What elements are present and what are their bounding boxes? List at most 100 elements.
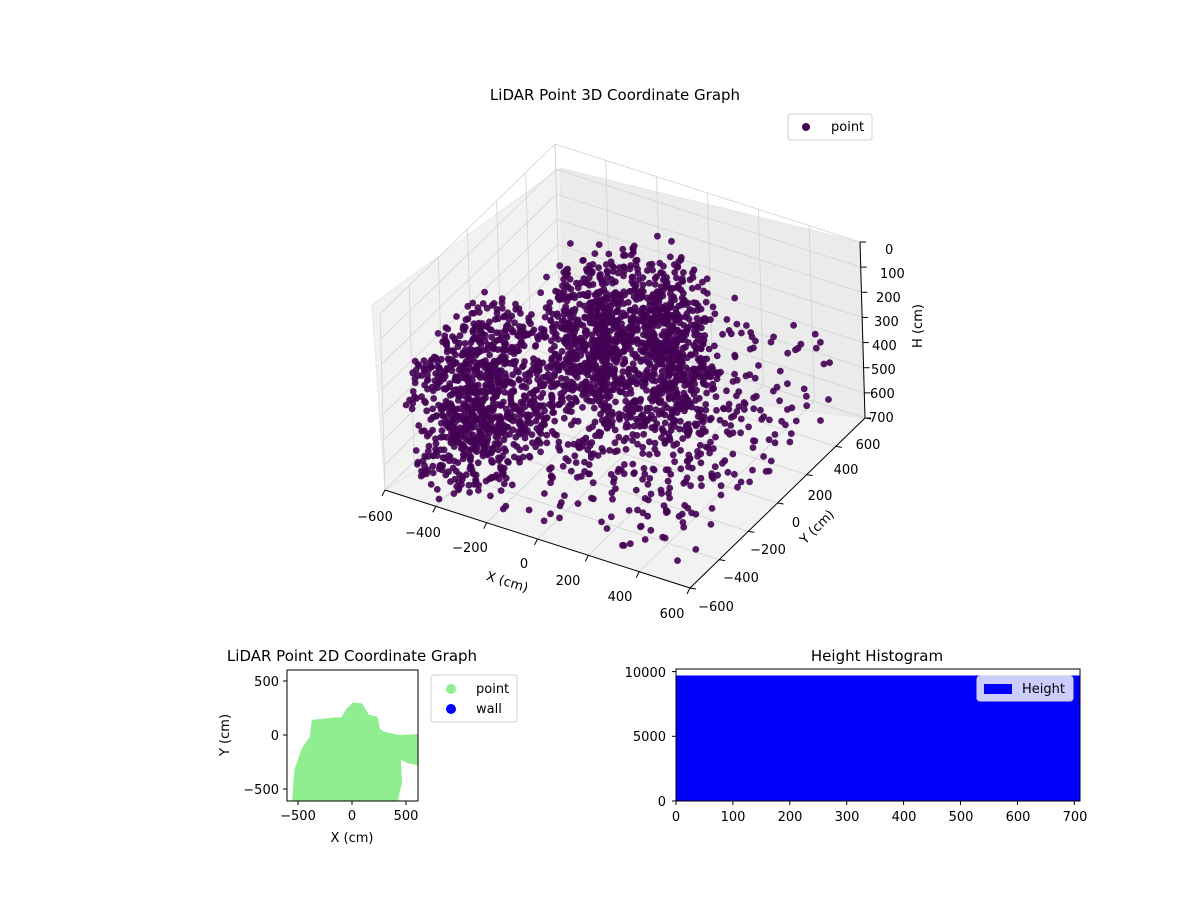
scatter-3d-point	[803, 392, 810, 400]
scatter-3d-point	[587, 312, 594, 319]
scatter-3d-point	[459, 455, 467, 463]
scatter-3d-point	[695, 394, 703, 402]
scatter-3d-point	[721, 457, 729, 465]
scatter-3d-point	[590, 357, 598, 364]
scatter-3d-point	[812, 344, 820, 352]
scatter-3d-point	[658, 305, 666, 312]
scatter-3d-point	[680, 376, 688, 384]
scatter-3d-point	[488, 302, 496, 309]
scatter-3d-point	[574, 417, 582, 425]
scatter-3d-point	[712, 433, 719, 441]
scatter-3d-point	[474, 459, 482, 467]
point-region	[292, 702, 418, 801]
scatter-3d-point	[659, 270, 667, 278]
y-tick	[777, 502, 784, 505]
scatter-3d-point	[412, 447, 420, 454]
histogram-title: Height Histogram	[811, 647, 943, 665]
scatter-3d-point	[674, 375, 682, 383]
scatter-3d-point	[476, 427, 484, 435]
scatter-3d-point	[443, 384, 451, 392]
scatter-3d-point	[603, 355, 611, 363]
scatter-3d-point	[591, 250, 599, 257]
scatter-3d-point	[427, 481, 435, 488]
scatter-3d-point	[595, 264, 602, 271]
scatter-3d-point	[511, 319, 518, 327]
scatter-3d-point	[651, 396, 658, 404]
scatter-3d-point	[661, 534, 669, 542]
scatter-3d-point	[592, 432, 599, 440]
scatter-3d-point	[747, 329, 755, 336]
scatter-3d-point	[600, 326, 608, 333]
scatter-3d-point	[548, 472, 555, 480]
scatter-3d-point	[461, 443, 468, 451]
scatter-3d-point	[513, 343, 521, 351]
scatter-3d-point	[563, 339, 571, 347]
scatter-3d-point	[589, 281, 597, 288]
scatter-3d-point	[653, 288, 661, 296]
scatter-3d-point	[776, 397, 783, 405]
scatter-3d-point	[649, 387, 657, 395]
scatter-3d-point	[482, 420, 490, 428]
scatter-3d-point	[466, 465, 474, 473]
scatter-3d-point	[481, 288, 488, 296]
scatter-3d-point	[705, 345, 713, 353]
scatter-3d-point	[450, 490, 458, 497]
scatter-3d-point	[449, 434, 457, 442]
scatter-3d-point	[582, 378, 590, 386]
scatter-3d-point	[633, 432, 641, 439]
scatter-3d-point	[581, 387, 589, 395]
scatter-3d-point	[456, 405, 464, 413]
scatter-3d-point	[611, 426, 619, 434]
scatter-3d-point	[651, 275, 659, 282]
x-tick-label: 100	[721, 810, 746, 825]
scatter-3d-point	[528, 431, 536, 438]
scatter-3d-point	[545, 377, 553, 385]
scatter-3d-point	[576, 291, 584, 299]
scatter-3d-point	[411, 357, 419, 365]
histogram-ticks	[672, 671, 1075, 805]
scatter-3d-point	[702, 298, 710, 306]
scatter-3d-point	[605, 412, 613, 420]
scatter-3d-point	[445, 468, 452, 476]
scatter-3d-point	[683, 457, 691, 465]
scatter-3d-point	[707, 438, 714, 446]
scatter-3d-point	[598, 280, 606, 288]
scatter-3d-point	[530, 360, 537, 368]
grid-line	[381, 193, 557, 365]
scatter-3d-point	[672, 316, 679, 324]
scatter-3d-point	[524, 411, 532, 418]
scatter-3d-point	[493, 329, 500, 337]
scatter-3d-point	[483, 304, 491, 312]
z-tick-label: 200	[876, 291, 901, 306]
scatter-3d-point	[674, 364, 682, 372]
scatter-3d-point	[622, 423, 630, 431]
scatter-3d-point	[532, 343, 539, 350]
scatter-3d-point	[608, 513, 615, 521]
scatter-3d-point	[560, 268, 568, 276]
scatter-3d-point	[585, 461, 593, 469]
scatter-3d-point	[539, 374, 547, 381]
x-tick-label: 600	[660, 607, 685, 622]
x-axis-label: X (cm)	[331, 831, 374, 846]
scatter-3d-point	[566, 275, 574, 283]
scatter-3d-point	[687, 351, 694, 358]
scatter-3d-point	[668, 380, 676, 387]
x-tick-label: 200	[556, 574, 581, 589]
scatter-3d-point	[658, 490, 665, 497]
scatter-3d-point	[593, 301, 601, 308]
scatter-3d-point	[499, 427, 507, 435]
scatter-3d-point	[461, 417, 468, 425]
scatter-3d-point	[411, 393, 418, 401]
scatter-3d-point	[472, 382, 479, 390]
scatter-3d-point	[673, 263, 681, 271]
x-axis-label: X (cm)	[484, 569, 530, 596]
scatter-3d-point	[674, 557, 681, 564]
scatter-3d-point	[572, 353, 580, 361]
scatter-3d-point	[589, 374, 597, 381]
scatter-3d-point	[452, 359, 460, 366]
y-tick-label: 10000	[625, 666, 666, 681]
scatter-3d-point	[719, 330, 726, 338]
scatter-3d-point	[561, 492, 568, 499]
scatter-3d-point	[644, 267, 651, 274]
scatter-3d-point	[770, 333, 777, 341]
